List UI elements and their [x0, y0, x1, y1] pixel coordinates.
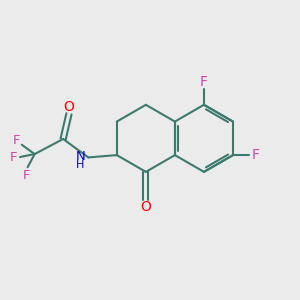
Text: F: F [200, 75, 208, 89]
Text: N: N [75, 150, 85, 163]
Text: F: F [23, 169, 30, 182]
Text: F: F [10, 151, 17, 164]
Text: O: O [64, 100, 74, 114]
Text: O: O [140, 200, 151, 214]
Text: H: H [76, 160, 84, 170]
Text: F: F [252, 148, 260, 162]
Text: F: F [13, 134, 20, 147]
